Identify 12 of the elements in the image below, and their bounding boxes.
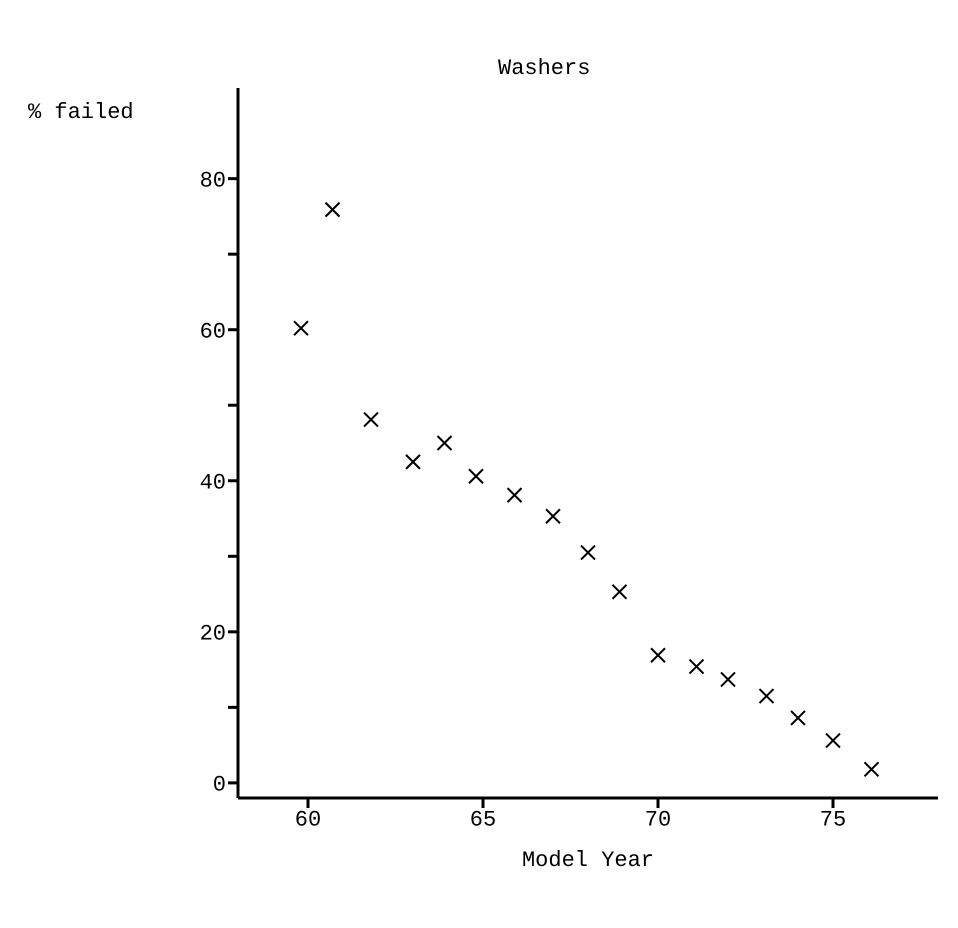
y-tick-label: 40	[200, 470, 226, 496]
y-tick-label: 60	[200, 320, 226, 345]
x-axis-title: Model Year	[522, 848, 654, 873]
y-axis-title: % failed	[28, 100, 134, 125]
y-tick-label: 20	[200, 622, 226, 647]
y-tick-label: 0	[212, 772, 226, 798]
x-tick-label: 65	[470, 808, 496, 833]
y-tick-label: 80	[200, 168, 226, 194]
chart-title: Washers	[498, 56, 590, 81]
x-tick-label: 60	[294, 808, 322, 833]
x-tick-label: 70	[644, 808, 672, 833]
x-tick-label: 75	[820, 808, 846, 833]
